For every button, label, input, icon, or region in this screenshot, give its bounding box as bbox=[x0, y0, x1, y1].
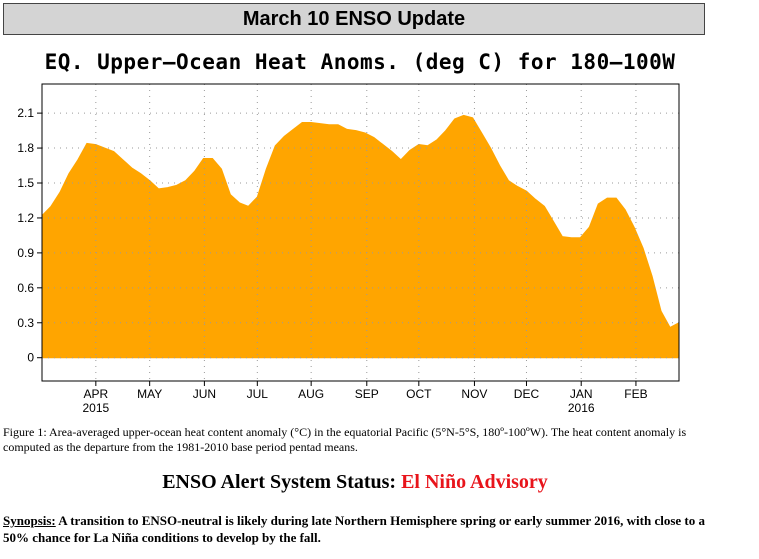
x-tick-label: JAN bbox=[570, 387, 593, 401]
synopsis-label: Synopsis: bbox=[3, 513, 56, 528]
y-axis: 0 0.3 0.6 0.9 1.2 1.5 1.8 2.1 bbox=[17, 106, 42, 365]
x-tick-label: FEB bbox=[624, 387, 647, 401]
chart-grid-overlay bbox=[42, 84, 679, 381]
plot-frame bbox=[41, 83, 680, 382]
x-tick-label: JUN bbox=[193, 387, 216, 401]
x-tick-label: SEP bbox=[355, 387, 379, 401]
y-tick-label: 2.1 bbox=[17, 106, 34, 120]
x-tick-label: DEC bbox=[514, 387, 540, 401]
y-tick-label: 1.5 bbox=[17, 176, 34, 190]
y-tick-label: 0.3 bbox=[17, 316, 34, 330]
y-tick-label: 0.6 bbox=[17, 281, 34, 295]
y-tick-label: 0 bbox=[27, 351, 34, 365]
synopsis-text: A transition to ENSO-neutral is likely d… bbox=[3, 513, 706, 545]
x-tick-label: OCT bbox=[406, 387, 432, 401]
x-tick-label: JUL bbox=[247, 387, 269, 401]
x-tick-label: AUG bbox=[298, 387, 324, 401]
x-year-label: 2016 bbox=[568, 401, 595, 415]
alert-status-value: El Niño Advisory bbox=[401, 471, 548, 493]
y-tick-label: 0.9 bbox=[17, 246, 34, 260]
figure-caption: Figure 1: Area-averaged upper-ocean heat… bbox=[3, 425, 687, 454]
x-tick-label: APR bbox=[83, 387, 108, 401]
update-banner: March 10 ENSO Update bbox=[3, 3, 705, 35]
y-tick-label: 1.2 bbox=[17, 211, 34, 225]
x-tick-label: MAY bbox=[137, 387, 162, 401]
x-year-label: 2015 bbox=[82, 401, 109, 415]
synopsis: Synopsis: A transition to ENSO-neutral i… bbox=[3, 512, 723, 546]
alert-status-label: ENSO Alert System Status: bbox=[162, 471, 402, 493]
x-tick-label: NOV bbox=[461, 387, 487, 401]
y-tick-label: 1.8 bbox=[17, 141, 34, 155]
heat-anomaly-area bbox=[41, 114, 680, 359]
chart-title: EQ. Upper–Ocean Heat Anoms. (deg C) for … bbox=[44, 50, 676, 74]
update-title: March 10 ENSO Update bbox=[242, 7, 466, 30]
alert-status: ENSO Alert System Status: El Niño Adviso… bbox=[0, 471, 710, 494]
